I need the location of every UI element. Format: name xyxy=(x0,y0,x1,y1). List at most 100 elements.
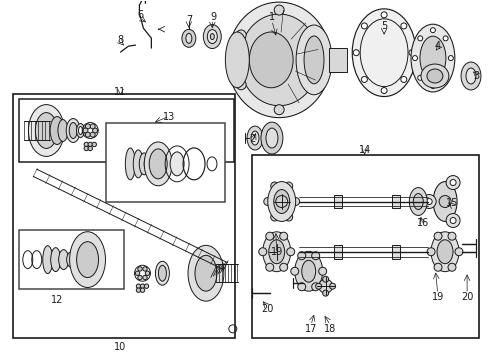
Circle shape xyxy=(426,198,432,204)
Ellipse shape xyxy=(155,261,170,285)
Circle shape xyxy=(264,198,272,206)
Circle shape xyxy=(418,36,423,41)
Ellipse shape xyxy=(251,131,259,145)
Text: 4: 4 xyxy=(435,41,441,50)
Circle shape xyxy=(85,132,90,137)
Circle shape xyxy=(443,36,448,41)
Ellipse shape xyxy=(195,255,217,291)
Ellipse shape xyxy=(249,32,293,88)
Ellipse shape xyxy=(78,126,82,135)
Text: 1: 1 xyxy=(269,12,275,22)
Ellipse shape xyxy=(304,36,324,84)
Ellipse shape xyxy=(28,105,64,156)
Text: 19: 19 xyxy=(432,292,444,302)
Ellipse shape xyxy=(266,128,278,148)
Ellipse shape xyxy=(225,32,249,88)
Text: 3: 3 xyxy=(474,71,480,81)
Ellipse shape xyxy=(427,69,443,83)
Circle shape xyxy=(93,128,98,133)
Circle shape xyxy=(291,267,299,275)
Bar xyxy=(20,99,234,162)
Ellipse shape xyxy=(466,68,476,84)
Ellipse shape xyxy=(269,240,285,264)
Ellipse shape xyxy=(59,249,69,270)
Ellipse shape xyxy=(433,181,457,221)
Circle shape xyxy=(274,105,284,114)
Circle shape xyxy=(322,290,329,296)
Circle shape xyxy=(448,232,456,240)
Circle shape xyxy=(140,288,145,292)
Circle shape xyxy=(285,213,293,221)
Ellipse shape xyxy=(261,122,283,154)
Text: 17: 17 xyxy=(305,324,317,334)
Text: 2: 2 xyxy=(249,134,255,144)
Ellipse shape xyxy=(437,240,453,264)
Circle shape xyxy=(298,283,306,291)
Ellipse shape xyxy=(295,251,322,291)
Ellipse shape xyxy=(76,123,84,138)
Ellipse shape xyxy=(227,2,331,118)
Ellipse shape xyxy=(411,24,455,92)
Circle shape xyxy=(143,275,147,280)
Circle shape xyxy=(427,248,435,256)
Ellipse shape xyxy=(274,190,290,213)
Circle shape xyxy=(138,275,142,280)
Circle shape xyxy=(138,267,142,271)
Ellipse shape xyxy=(188,246,224,301)
Circle shape xyxy=(90,124,95,129)
Circle shape xyxy=(381,12,387,18)
Ellipse shape xyxy=(296,25,332,95)
Bar xyxy=(13,94,235,338)
Circle shape xyxy=(90,132,95,137)
Circle shape xyxy=(312,252,319,260)
Bar xyxy=(252,155,479,338)
Text: 7: 7 xyxy=(186,15,192,26)
Text: 8: 8 xyxy=(118,35,123,45)
Ellipse shape xyxy=(302,260,316,282)
Circle shape xyxy=(276,195,288,207)
Ellipse shape xyxy=(420,36,446,80)
Bar xyxy=(20,230,124,289)
Text: 13: 13 xyxy=(163,112,175,122)
Circle shape xyxy=(446,176,460,189)
Circle shape xyxy=(430,84,436,89)
Circle shape xyxy=(318,267,327,275)
Circle shape xyxy=(409,50,415,56)
Circle shape xyxy=(146,271,149,275)
Circle shape xyxy=(271,182,279,190)
Circle shape xyxy=(312,30,322,40)
Text: 9: 9 xyxy=(210,12,217,22)
Ellipse shape xyxy=(66,118,80,143)
Circle shape xyxy=(143,267,147,271)
Ellipse shape xyxy=(158,265,167,281)
Bar xyxy=(392,194,400,208)
Circle shape xyxy=(298,252,306,260)
Ellipse shape xyxy=(247,126,263,150)
Ellipse shape xyxy=(133,150,143,178)
Circle shape xyxy=(83,128,88,133)
Ellipse shape xyxy=(35,113,57,148)
Ellipse shape xyxy=(461,62,481,90)
Circle shape xyxy=(413,55,417,60)
Text: 15: 15 xyxy=(446,198,459,208)
Ellipse shape xyxy=(170,152,184,176)
Circle shape xyxy=(312,283,319,291)
Circle shape xyxy=(88,142,93,147)
Bar xyxy=(334,194,342,208)
Circle shape xyxy=(259,248,267,256)
Circle shape xyxy=(85,124,90,129)
Ellipse shape xyxy=(125,148,135,180)
Circle shape xyxy=(422,194,436,208)
Ellipse shape xyxy=(70,232,105,288)
Circle shape xyxy=(448,263,456,271)
Circle shape xyxy=(362,76,368,82)
Circle shape xyxy=(292,198,300,206)
Ellipse shape xyxy=(268,181,295,221)
Circle shape xyxy=(455,248,463,256)
Circle shape xyxy=(266,232,274,240)
Circle shape xyxy=(401,76,407,82)
Circle shape xyxy=(88,146,93,150)
Circle shape xyxy=(136,288,141,292)
Circle shape xyxy=(280,263,288,271)
Circle shape xyxy=(144,284,148,288)
